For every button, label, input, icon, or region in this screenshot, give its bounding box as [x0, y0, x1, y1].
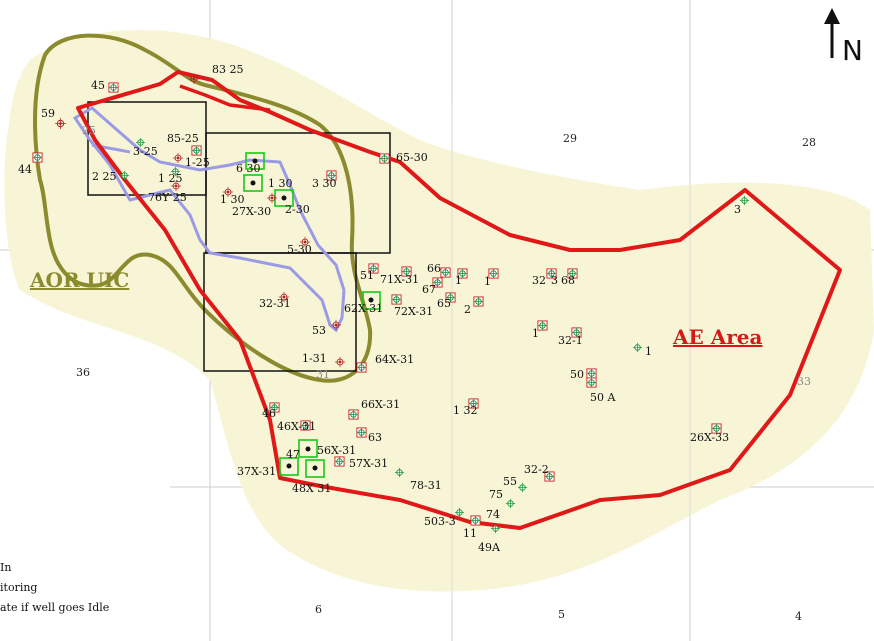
well-label: 63	[368, 431, 382, 444]
well-label: 57X-31	[349, 457, 388, 470]
section-6: 6	[315, 603, 322, 616]
lease-boxes	[87, 101, 391, 372]
section-28: 28	[802, 136, 816, 149]
well-label: 85-25	[167, 132, 199, 145]
ae-area-label: AE Area	[672, 325, 763, 349]
well-label: 51	[360, 269, 374, 282]
legend-item: ate if well goes Idle	[0, 601, 109, 614]
well-label: 1-31	[302, 352, 327, 365]
section-5: 5	[558, 608, 565, 621]
legend: In itoring ate if well goes Idle	[0, 561, 109, 614]
well-label: 2-30	[285, 203, 310, 216]
well-label: 62X-31	[344, 302, 383, 315]
well-label: 44	[18, 163, 32, 176]
well-label: 37X-31	[237, 465, 276, 478]
well-label: 75	[489, 488, 503, 501]
well-label: 1 30	[268, 177, 293, 190]
well-label: 3	[734, 203, 741, 216]
well-label: 55	[503, 475, 517, 488]
well-label: 65-30	[396, 151, 428, 164]
well-label: 503-3	[424, 515, 456, 528]
well-label: 56X-31	[317, 444, 356, 457]
well-label: 1	[455, 274, 462, 287]
well-label: 1	[532, 327, 539, 340]
well-label: 50	[570, 368, 584, 381]
section-36: 36	[76, 366, 90, 379]
well-label: 46	[262, 407, 276, 420]
inner-boundary	[72, 106, 346, 333]
well-label: 46X-31	[277, 420, 316, 433]
well-label: 32-2	[524, 463, 549, 476]
well-label: 26X-33	[690, 431, 729, 444]
well-label: 50 A	[590, 391, 616, 404]
well-label: 3-25	[133, 145, 158, 158]
well-label: 74	[486, 508, 500, 521]
well-label: 1 32	[453, 404, 478, 417]
well-label: 59	[41, 107, 55, 120]
section-4: 4	[795, 610, 802, 623]
well-label: 1	[645, 345, 652, 358]
well-label: 32-31	[259, 297, 291, 310]
well-label: 67	[422, 283, 436, 296]
aor-uic-outline	[33, 33, 373, 383]
well-label: 47	[286, 448, 300, 461]
well-label: 32	[532, 274, 546, 287]
well-label: 83 25	[212, 63, 244, 76]
well-label: 1-25	[185, 156, 210, 169]
well-label: 64X-31	[375, 353, 414, 366]
well-label: 3 30	[312, 177, 337, 190]
well-label: 1 25	[158, 172, 183, 185]
well-label: 2 25	[92, 170, 117, 183]
north-arrow: N	[824, 8, 863, 67]
well-label: 76Y 25	[148, 191, 187, 204]
well-label: 45	[91, 79, 105, 92]
well-label: 72X-31	[394, 305, 433, 318]
well-label: 66	[427, 262, 441, 275]
section-33: 33	[797, 375, 811, 388]
well-label: 32-1	[558, 334, 583, 347]
well-label: 1	[484, 275, 491, 288]
well-label: 68	[561, 274, 575, 287]
aor-area-fill	[4, 30, 874, 592]
well-label: 53	[312, 324, 326, 337]
legend-item: In	[0, 561, 11, 574]
ae-area-outline	[76, 70, 842, 530]
well-label: 2	[464, 303, 471, 316]
well-label: 1 30	[220, 193, 245, 206]
well-label: 49A	[478, 541, 501, 554]
green-boxes	[243, 152, 381, 478]
well-label: 78-31	[410, 479, 442, 492]
section-29: 29	[563, 132, 577, 145]
section-labels: 29 28 36 33 6 5 4 25 31	[76, 124, 816, 623]
well-label: 65	[437, 297, 451, 310]
section-31: 31	[316, 368, 330, 381]
well-label: 48X 31	[292, 482, 331, 495]
well-label: 66X-31	[361, 398, 400, 411]
legend-item: itoring	[0, 581, 37, 594]
well-label: 6 30	[236, 162, 261, 175]
well-label: 3	[551, 274, 558, 287]
well-label: 11	[463, 527, 477, 540]
north-label: N	[842, 34, 863, 67]
well-label: 27X-30	[232, 205, 271, 218]
well-label: 5-30	[287, 243, 312, 256]
aor-uic-label: AOR UIC	[29, 268, 129, 292]
section-25: 25	[82, 124, 96, 137]
well-label: 71X-31	[380, 273, 419, 286]
well-labels: 83 25 45 59 85-25 3-25 1-25 44 2 25 1 25…	[18, 63, 741, 554]
